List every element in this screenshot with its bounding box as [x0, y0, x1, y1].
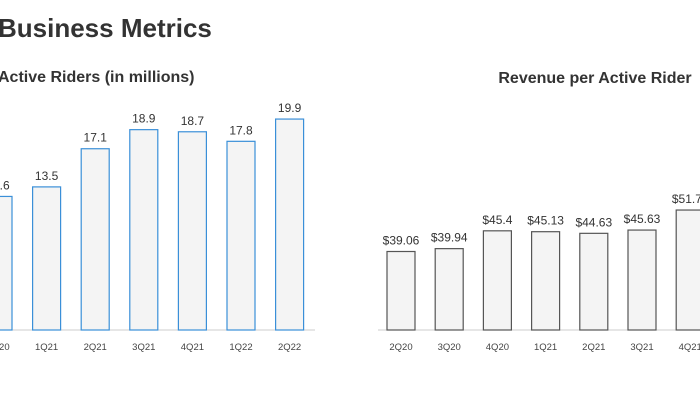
- x-tick-label: 4Q20: [486, 342, 509, 353]
- value-label: 17.8: [229, 123, 253, 137]
- x-tick-label: 1Q21: [35, 342, 58, 353]
- x-tick-label: 1Q22: [229, 342, 252, 353]
- bar: [675, 209, 700, 331]
- chart-title: Revenue per Active Rider: [498, 70, 691, 87]
- x-tick-label: 2Q21: [582, 342, 605, 353]
- x-tick-label: 1Q21: [534, 342, 557, 353]
- x-tick-label: 2Q22: [278, 342, 301, 353]
- bar: [482, 230, 512, 331]
- bar: [434, 248, 464, 331]
- x-tick-label: 4Q21: [679, 342, 700, 353]
- bar: [0, 195, 13, 331]
- x-tick-label: 4Q21: [181, 342, 204, 353]
- x-tick-label: 3Q21: [630, 342, 653, 353]
- value-label: 13.5: [35, 169, 59, 183]
- value-label: $39.94: [431, 231, 468, 245]
- bar: [129, 129, 159, 331]
- bar: [31, 186, 62, 331]
- chart-title: Active Riders (in millions): [0, 69, 194, 86]
- bar: [80, 148, 110, 331]
- value-label: 18.9: [132, 112, 156, 126]
- page-title: Business Metrics: [0, 13, 212, 43]
- value-label: 18.7: [181, 114, 205, 128]
- value-label: 12.6: [0, 178, 10, 192]
- value-label: $45.4: [482, 213, 512, 227]
- value-label: $51.77: [672, 192, 700, 206]
- x-tick-label: 3Q20: [438, 342, 461, 353]
- value-label: $45.63: [624, 212, 661, 226]
- bar: [579, 232, 609, 331]
- x-tick-label: 3Q21: [132, 342, 155, 353]
- bar: [275, 118, 305, 331]
- value-label: $45.13: [527, 214, 564, 228]
- bar: [226, 140, 256, 331]
- value-label: 19.9: [278, 101, 302, 115]
- x-tick-label: 4Q20: [0, 342, 10, 353]
- x-tick-label: 2Q21: [84, 342, 107, 353]
- bar: [530, 231, 561, 331]
- value-label: $39.06: [383, 234, 420, 248]
- value-label: $44.63: [575, 215, 612, 229]
- bar: [386, 250, 416, 331]
- value-label: 17.1: [84, 131, 108, 145]
- bar: [627, 229, 657, 331]
- x-tick-label: 2Q20: [389, 342, 412, 353]
- bar: [177, 131, 207, 331]
